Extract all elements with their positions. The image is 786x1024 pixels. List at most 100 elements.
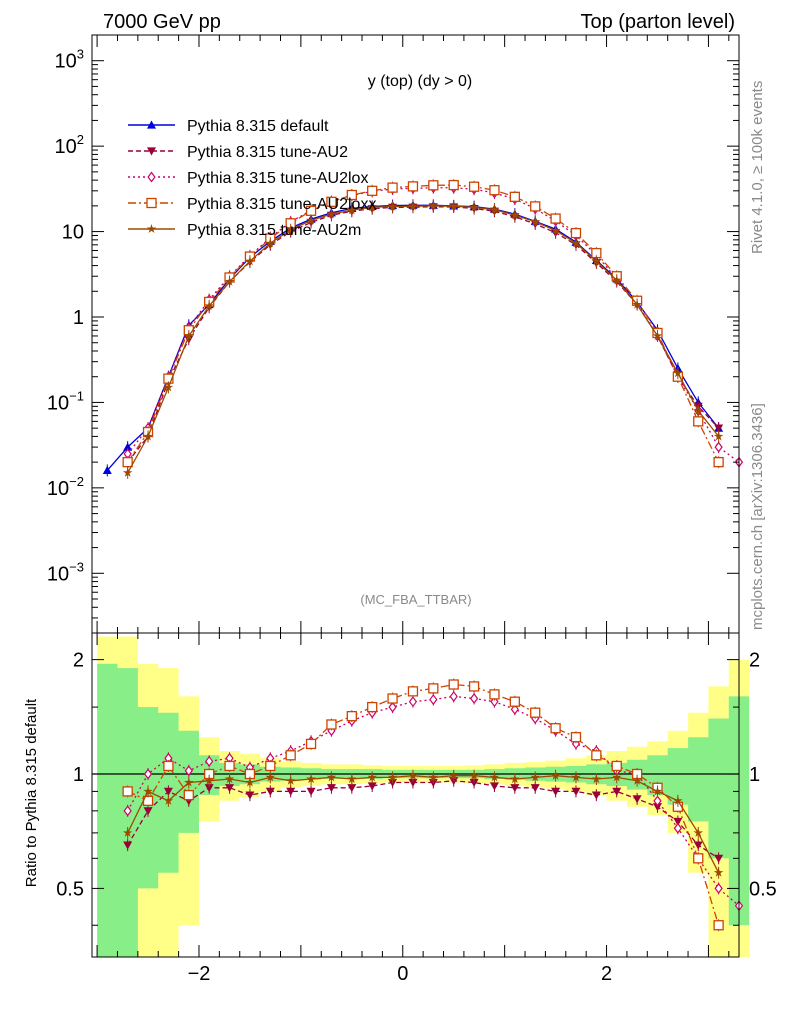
ratio-line-star (127, 775, 720, 873)
ratio-point (163, 795, 174, 805)
main-point (123, 442, 133, 451)
ratio-y-axis-label: Ratio to Pythia 8.315 default (23, 698, 40, 887)
ratio-point (367, 701, 378, 713)
main-point (326, 196, 337, 207)
main-point (204, 300, 214, 310)
main-point (713, 456, 724, 468)
main-point (570, 227, 582, 239)
legend: Pythia 8.315 default Pythia 8.315 tune-AU… (128, 118, 376, 239)
ratio-point (714, 854, 724, 863)
main-line-star (127, 205, 720, 474)
ratio-point (407, 686, 419, 697)
main-y-tick-label: 10−3 (47, 559, 84, 585)
ratio-y-tick-label: 2 (73, 650, 84, 672)
ratio-point (265, 787, 275, 796)
ratio-point (489, 782, 499, 791)
main-point (591, 256, 602, 266)
ratio-point (408, 770, 418, 780)
side-label-rivet: Rivet 4.1.0, ≥ 100k events (749, 81, 766, 254)
ratio-point (551, 787, 561, 796)
main-y-tick-label: 10−1 (47, 388, 84, 414)
ratio-point (326, 784, 336, 793)
ratio-point (530, 784, 540, 793)
ratio-point (143, 807, 153, 816)
ratio-point (387, 772, 398, 782)
ratio-point (204, 784, 214, 793)
ratio-y-tick-label-right: 0.5 (749, 878, 777, 900)
main-point (530, 201, 541, 212)
ratio-point (286, 787, 296, 796)
ratio-point (205, 755, 214, 767)
ratio-point (367, 772, 377, 782)
main-y-tick-label: 1 (73, 307, 84, 329)
ratio-point (163, 760, 174, 772)
main-point (346, 189, 357, 201)
main-point (408, 201, 418, 211)
ratio-point (673, 795, 683, 805)
ratio-point (387, 693, 398, 704)
main-point (428, 180, 439, 191)
ratio-axes: 0.5 0.5 1 1 2 2 −2 0 2 (56, 633, 777, 985)
ratio-point (632, 775, 642, 785)
main-line-triangle-down (127, 206, 720, 463)
x-tick-label: 2 (601, 963, 612, 985)
ratio-point (571, 772, 581, 782)
main-point (530, 216, 540, 226)
ratio-point (449, 690, 458, 702)
ratio-point (184, 777, 194, 787)
main-point (714, 441, 723, 453)
main-y-tick-exponent: −1 (69, 388, 84, 403)
main-point (611, 275, 622, 285)
ratio-point (122, 786, 133, 797)
ratio-point (570, 732, 582, 743)
ratio-point (122, 827, 133, 837)
ratio-point (469, 693, 479, 705)
main-point (387, 182, 398, 193)
ratio-point (123, 841, 133, 850)
legend-marker (147, 171, 156, 183)
ratio-point (713, 920, 724, 931)
main-point (693, 416, 704, 427)
main-y-tick-label: 103 (55, 47, 84, 73)
ratio-point (306, 787, 316, 796)
main-point (347, 205, 357, 215)
ratio-point (428, 772, 439, 782)
ratio-point (306, 774, 316, 784)
ratio-point (612, 787, 622, 796)
main-point (245, 256, 255, 266)
main-y-tick-label: 10 (62, 222, 84, 244)
ratio-point (123, 805, 132, 817)
ratio-point (653, 795, 662, 807)
main-point (326, 209, 337, 219)
main-point (489, 204, 500, 214)
ratio-point (652, 786, 663, 796)
ratio-point (693, 827, 703, 837)
ratio-line-triangle-down (127, 780, 719, 859)
ratio-point (285, 750, 296, 761)
main-point (448, 179, 459, 191)
main-point (652, 330, 663, 340)
ratio-point (591, 774, 602, 784)
main-point (122, 467, 133, 477)
ratio-point (347, 784, 357, 793)
analysis-tag: (MC_FBA_TTBAR) (360, 592, 471, 607)
ratio-point (429, 694, 438, 706)
ratio-point (632, 795, 642, 804)
ratio-point (448, 770, 459, 780)
ratio-point (143, 768, 153, 780)
main-point (407, 181, 419, 192)
ratio-y-tick-label: 0.5 (56, 878, 84, 900)
main-point (468, 181, 480, 192)
ratio-point (448, 679, 459, 690)
ratio-point (326, 772, 337, 782)
legend-label: Pythia 8.315 tune-AU2 (187, 144, 348, 161)
main-point (285, 224, 296, 234)
ratio-point (591, 791, 601, 800)
main-point (102, 465, 112, 475)
main-point (184, 330, 194, 340)
ratio-point (510, 774, 520, 784)
ratio-point (693, 841, 703, 850)
ratio-point (388, 701, 397, 713)
legend-marker (146, 197, 157, 209)
